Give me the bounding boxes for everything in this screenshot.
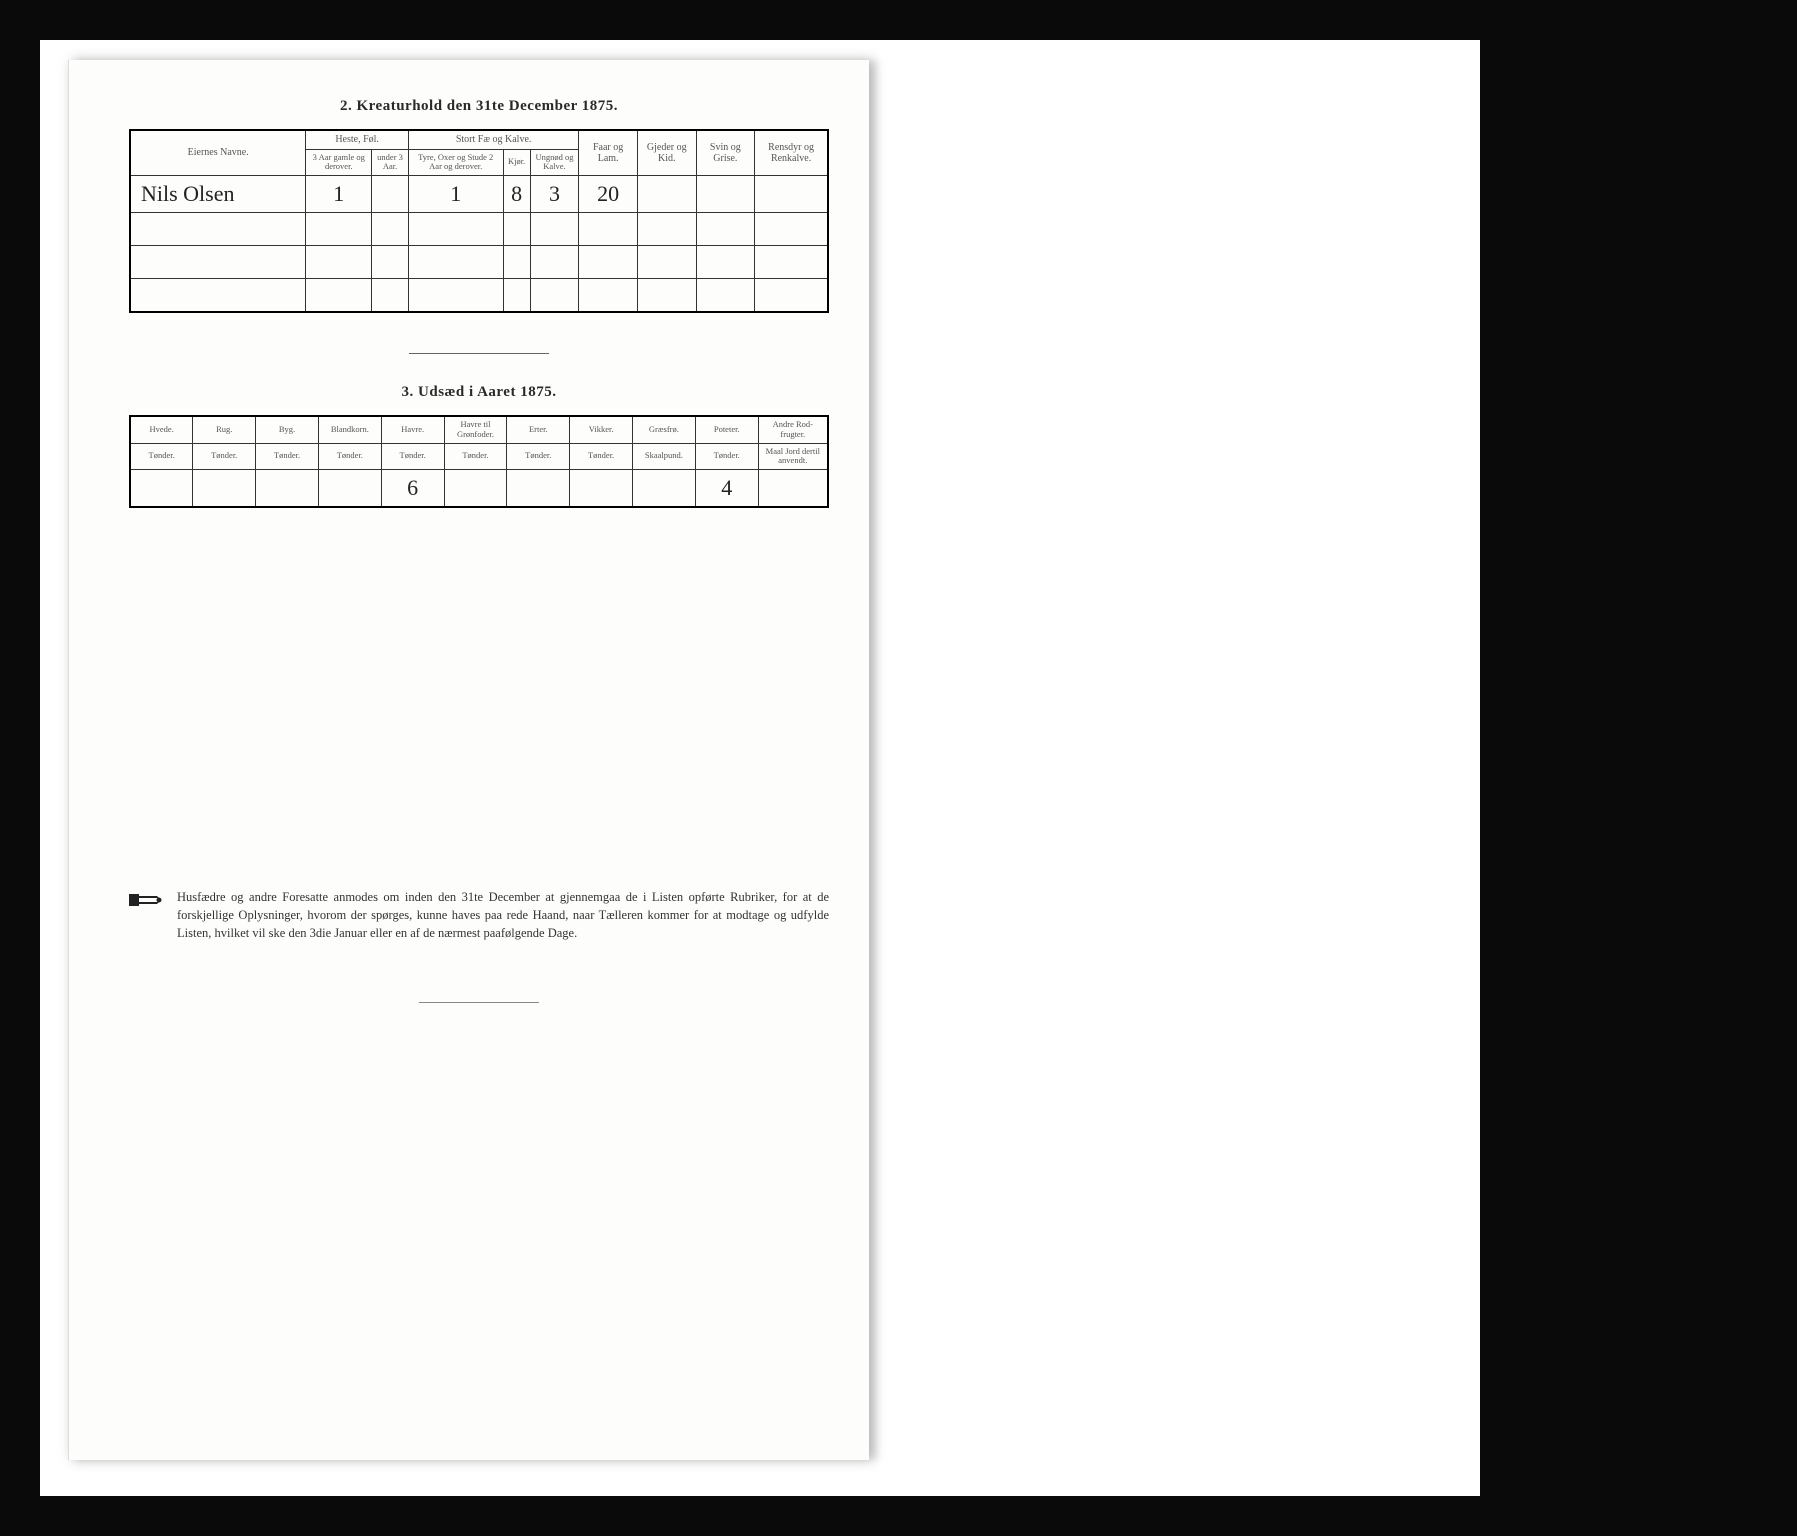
cell-havre-gron <box>444 470 507 508</box>
cell-blandkorn <box>318 470 381 508</box>
unit: Maal Jord dertil anvendt. <box>758 443 828 470</box>
table-row: 6 4 <box>130 470 828 508</box>
col-andre: Andre Rod-frugter. <box>758 416 828 443</box>
cell-hvede <box>130 470 193 508</box>
section2-title: 2. Kreaturhold den 31te December 1875. <box>129 98 829 115</box>
cell-svin <box>696 176 755 213</box>
cell-havre: 6 <box>381 470 444 508</box>
col-heste: Heste, Føl. <box>306 130 409 149</box>
unit: Tønder. <box>695 443 758 470</box>
col-havre: Havre. <box>381 416 444 443</box>
col-stort-sub1: Tyre, Oxer og Stude 2 Aar og derover. <box>408 149 503 176</box>
cell-stort2: 8 <box>503 176 530 213</box>
table-row <box>130 246 828 279</box>
unit: Tønder. <box>381 443 444 470</box>
cell-rensdyr <box>755 176 828 213</box>
unit: Tønder. <box>193 443 256 470</box>
col-svin: Svin og Grise. <box>696 130 755 176</box>
divider <box>419 1002 539 1003</box>
sowing-table: Hvede. Rug. Byg. Blandkorn. Havre. Havre… <box>129 415 829 508</box>
cell-byg <box>256 470 319 508</box>
divider <box>409 353 549 354</box>
col-erter: Erter. <box>507 416 570 443</box>
col-rug: Rug. <box>193 416 256 443</box>
col-blandkorn: Blandkorn. <box>318 416 381 443</box>
table-row <box>130 279 828 313</box>
col-eier: Eiernes Navne. <box>130 130 306 176</box>
page-content: 2. Kreaturhold den 31te December 1875. E… <box>69 60 869 1023</box>
col-hvede: Hvede. <box>130 416 193 443</box>
col-havre-gron: Havre til Grønfoder. <box>444 416 507 443</box>
table-row: Nils Olsen 1 1 8 3 20 <box>130 176 828 213</box>
document-page: 2. Kreaturhold den 31te December 1875. E… <box>68 60 869 1460</box>
unit: Tønder. <box>570 443 633 470</box>
col-heste-sub1: 3 Aar gamle og derover. <box>306 149 372 176</box>
col-stort: Stort Fæ og Kalve. <box>408 130 578 149</box>
cell-erter <box>507 470 570 508</box>
livestock-table: Eiernes Navne. Heste, Føl. Stort Fæ og K… <box>129 129 829 313</box>
cell-poteter: 4 <box>695 470 758 508</box>
col-gjeder: Gjeder og Kid. <box>637 130 696 176</box>
col-stort-sub2: Kjør. <box>503 149 530 176</box>
unit: Tønder. <box>507 443 570 470</box>
cell-andre <box>758 470 828 508</box>
col-vikker: Vikker. <box>570 416 633 443</box>
cell-graesfro <box>633 470 696 508</box>
unit: Tønder. <box>444 443 507 470</box>
cell-vikker <box>570 470 633 508</box>
col-rensdyr: Rensdyr og Renkalve. <box>755 130 828 176</box>
table-row <box>130 213 828 246</box>
cell-faar: 20 <box>579 176 638 213</box>
pointing-hand-icon <box>129 890 163 915</box>
cell-stort3: 3 <box>530 176 579 213</box>
col-stort-sub3: Ungnød og Kalve. <box>530 149 579 176</box>
cell-heste2 <box>372 176 409 213</box>
footnote-text: Husfædre og andre Foresatte anmodes om i… <box>177 888 829 942</box>
col-faar: Faar og Lam. <box>579 130 638 176</box>
col-heste-sub2: under 3 Aar. <box>372 149 409 176</box>
col-graesfro: Græsfrø. <box>633 416 696 443</box>
cell-heste1: 1 <box>306 176 372 213</box>
col-poteter: Poteter. <box>695 416 758 443</box>
col-byg: Byg. <box>256 416 319 443</box>
cell-gjeder <box>637 176 696 213</box>
unit: Tønder. <box>318 443 381 470</box>
footnote-block: Husfædre og andre Foresatte anmodes om i… <box>129 888 829 942</box>
unit: Skaalpund. <box>633 443 696 470</box>
cell-name: Nils Olsen <box>130 176 306 213</box>
section3-title: 3. Udsæd i Aaret 1875. <box>129 384 829 401</box>
cell-rug <box>193 470 256 508</box>
cell-stort1: 1 <box>408 176 503 213</box>
unit: Tønder. <box>256 443 319 470</box>
unit: Tønder. <box>130 443 193 470</box>
